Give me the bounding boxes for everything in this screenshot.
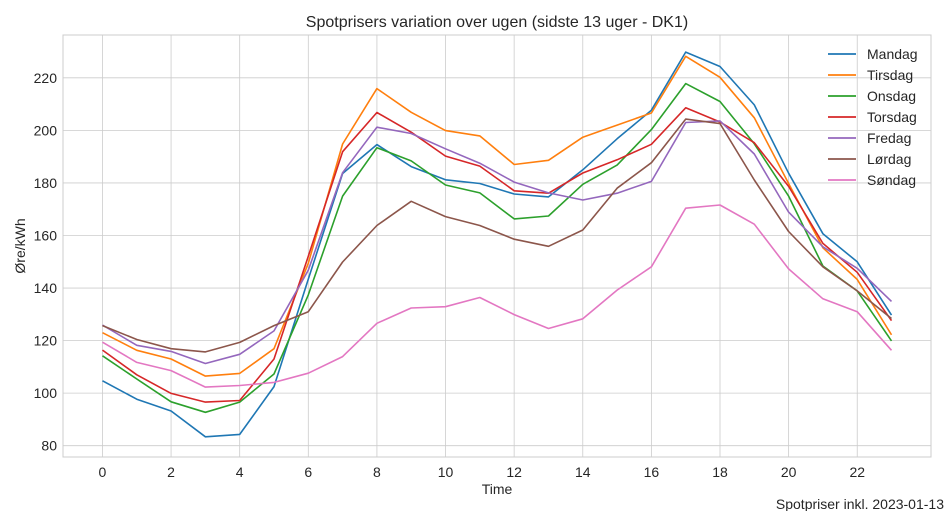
legend-label: Søndag: [867, 172, 916, 188]
legend-item: Søndag: [828, 172, 916, 188]
series-line-fredag: [102, 120, 893, 365]
x-axis-label: Time: [482, 481, 513, 497]
y-tick-label: 80: [41, 438, 57, 454]
x-tick-label: 6: [304, 464, 312, 480]
y-axis-label: Øre/kWh: [12, 218, 28, 273]
y-axis-ticks: 80 100 120 140 160 180 200 220: [34, 70, 58, 454]
series-line-søndag: [102, 204, 893, 388]
x-tick-label: 16: [644, 464, 660, 480]
series-line-onsdag: [102, 82, 893, 414]
y-tick-label: 120: [34, 333, 58, 349]
x-tick-label: 8: [373, 464, 381, 480]
legend-item: Lørdag: [828, 151, 911, 167]
y-tick-label: 220: [34, 70, 58, 86]
x-tick-label: 2: [167, 464, 175, 480]
legend-label: Onsdag: [867, 88, 916, 104]
x-tick-label: 18: [712, 464, 728, 480]
x-tick-label: 22: [849, 464, 865, 480]
series-line-lørdag: [102, 118, 893, 353]
footer-note: Spotpriser inkl. 2023-01-13: [776, 496, 944, 511]
legend-item: Mandag: [828, 46, 918, 62]
series-line-torsdag: [102, 107, 893, 403]
legend-label: Torsdag: [867, 109, 917, 125]
x-tick-label: 4: [236, 464, 244, 480]
plot-area: [62, 34, 932, 458]
legend-item: Onsdag: [828, 88, 916, 104]
legend-item: Fredag: [828, 130, 911, 146]
legend-label: Tirsdag: [867, 67, 913, 83]
y-tick-label: 160: [34, 227, 58, 243]
legend-label: Lørdag: [867, 151, 911, 167]
series-line-tirsdag: [102, 55, 893, 377]
x-tick-label: 12: [506, 464, 522, 480]
y-tick-label: 100: [34, 385, 58, 401]
y-tick-label: 180: [34, 175, 58, 191]
legend: Mandag Tirsdag Onsdag Torsdag Fredag Lørdag Sø…: [828, 46, 918, 188]
legend-label: Fredag: [867, 130, 911, 146]
x-tick-label: 14: [575, 464, 591, 480]
legend-item: Tirsdag: [828, 67, 913, 83]
x-tick-label: 0: [99, 464, 107, 480]
y-tick-label: 140: [34, 280, 58, 296]
x-tick-label: 10: [438, 464, 454, 480]
legend-item: Torsdag: [828, 109, 917, 125]
legend-label: Mandag: [867, 46, 918, 62]
series-line-mandag: [102, 51, 893, 438]
series-lines: [102, 51, 893, 438]
grid-lines: [63, 35, 931, 457]
x-tick-label: 20: [781, 464, 797, 480]
x-axis-ticks: 0 2 4 6 8 10 12 14 16 18 20 22: [99, 464, 866, 480]
y-tick-label: 200: [34, 122, 58, 138]
chart-title: Spotprisers variation over ugen (sidste …: [306, 14, 688, 31]
